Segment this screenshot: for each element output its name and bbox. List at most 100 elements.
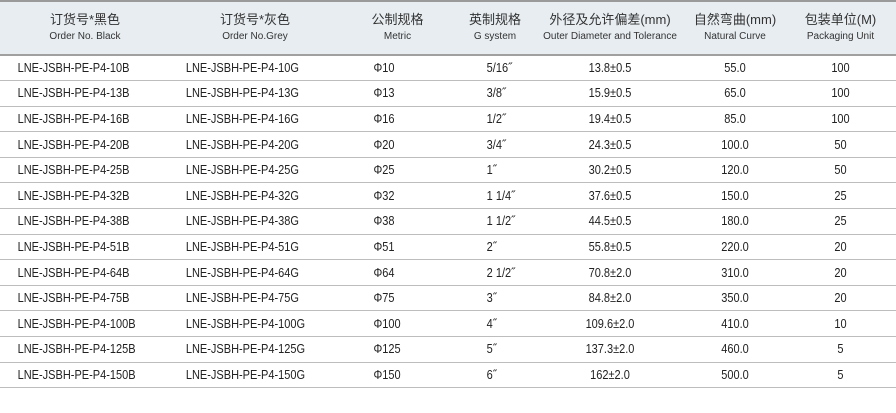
cell-order-no-black: LNE-JSBH-PE-P4-51B bbox=[17, 239, 130, 254]
cell-order-no-grey: LNE-JSBH-PE-P4-64G bbox=[185, 265, 299, 280]
header-natural-curve: 自然弯曲(mm) Natural Curve bbox=[685, 1, 785, 55]
cell-outer-diameter: 44.5±0.5 bbox=[588, 214, 632, 229]
cell-order-no-black: LNE-JSBH-PE-P4-32B bbox=[17, 188, 130, 203]
cell-metric: Φ125 bbox=[373, 342, 401, 357]
cell-natural-curve: 460.0 bbox=[721, 342, 749, 357]
cell-outer-diameter: 70.8±2.0 bbox=[588, 265, 632, 280]
cell-order-no-black: LNE-JSBH-PE-P4-125B bbox=[17, 342, 136, 357]
cell-natural-curve: 100.0 bbox=[721, 137, 749, 152]
cell-outer-diameter: 84.8±2.0 bbox=[588, 291, 632, 306]
table-row: LNE-JSBH-PE-P4-64B LNE-JSBH-PE-P4-64G Φ64 2… bbox=[0, 260, 896, 286]
cell-natural-curve: 500.0 bbox=[721, 367, 749, 382]
header-zh: 自然弯曲(mm) bbox=[693, 12, 777, 27]
table-row: LNE-JSBH-PE-P4-20B LNE-JSBH-PE-P4-20G Φ20 3… bbox=[0, 132, 896, 158]
cell-natural-curve: 410.0 bbox=[721, 316, 749, 331]
header-outer-diameter: 外径及允许偏差(mm) Outer Diameter and Tolerance bbox=[535, 1, 685, 55]
cell-packaging-unit: 20 bbox=[834, 265, 847, 280]
cell-g-system: 2 1/2˝ bbox=[486, 265, 515, 280]
cell-outer-diameter: 109.6±2.0 bbox=[585, 316, 635, 331]
table-row: LNE-JSBH-PE-P4-10B LNE-JSBH-PE-P4-10G Φ10 5… bbox=[0, 55, 896, 81]
cell-packaging-unit: 5 bbox=[837, 367, 844, 382]
cell-order-no-black: LNE-JSBH-PE-P4-75B bbox=[17, 291, 130, 306]
cell-metric: Φ100 bbox=[373, 316, 401, 331]
cell-order-no-grey: LNE-JSBH-PE-P4-51G bbox=[185, 239, 299, 254]
cell-order-no-black: LNE-JSBH-PE-P4-38B bbox=[17, 214, 130, 229]
cell-packaging-unit: 20 bbox=[834, 239, 847, 254]
header-g-system: 英制规格 G system bbox=[455, 1, 535, 55]
cell-metric: Φ13 bbox=[373, 86, 395, 101]
header-en: G system bbox=[473, 31, 517, 42]
table-row: LNE-JSBH-PE-P4-16B LNE-JSBH-PE-P4-16G Φ16 1… bbox=[0, 106, 896, 132]
cell-order-no-grey: LNE-JSBH-PE-P4-125G bbox=[185, 342, 306, 357]
cell-order-no-black: LNE-JSBH-PE-P4-10B bbox=[17, 61, 130, 76]
cell-natural-curve: 220.0 bbox=[721, 239, 749, 254]
cell-g-system: 1 1/2˝ bbox=[486, 214, 515, 229]
header-order-no-grey: 订货号*灰色 Order No.Grey bbox=[170, 1, 340, 55]
cell-outer-diameter: 13.8±0.5 bbox=[588, 61, 632, 76]
table-row: LNE-JSBH-PE-P4-25B LNE-JSBH-PE-P4-25G Φ25 1… bbox=[0, 157, 896, 183]
cell-metric: Φ38 bbox=[373, 214, 395, 229]
cell-outer-diameter: 55.8±0.5 bbox=[588, 239, 632, 254]
cell-g-system: 2˝ bbox=[486, 239, 497, 254]
cell-outer-diameter: 15.9±0.5 bbox=[588, 86, 632, 101]
header-en: Order No. Black bbox=[49, 31, 121, 42]
table-row: LNE-JSBH-PE-P4-75B LNE-JSBH-PE-P4-75G Φ75 3… bbox=[0, 285, 896, 311]
header-metric: 公制规格 Metric bbox=[340, 1, 455, 55]
table-row: LNE-JSBH-PE-P4-38B LNE-JSBH-PE-P4-38G Φ38 1… bbox=[0, 209, 896, 235]
cell-order-no-grey: LNE-JSBH-PE-P4-13G bbox=[185, 86, 299, 101]
header-en: Packaging Unit bbox=[806, 31, 875, 42]
cell-packaging-unit: 25 bbox=[834, 214, 847, 229]
cell-natural-curve: 310.0 bbox=[721, 265, 749, 280]
cell-natural-curve: 55.0 bbox=[724, 61, 746, 76]
cell-packaging-unit: 50 bbox=[834, 137, 847, 152]
cell-order-no-black: LNE-JSBH-PE-P4-13B bbox=[17, 86, 130, 101]
cell-outer-diameter: 137.3±2.0 bbox=[585, 342, 635, 357]
header-en: Natural Curve bbox=[704, 31, 766, 42]
header-zh: 外径及允许偏差(mm) bbox=[549, 12, 671, 27]
header-order-no-black: 订货号*黑色 Order No. Black bbox=[0, 1, 170, 55]
header-zh: 订货号*灰色 bbox=[219, 12, 291, 27]
table-row: LNE-JSBH-PE-P4-150B LNE-JSBH-PE-P4-150G Φ1… bbox=[0, 362, 896, 388]
cell-natural-curve: 65.0 bbox=[724, 86, 746, 101]
cell-packaging-unit: 20 bbox=[834, 291, 847, 306]
cell-g-system: 5/16˝ bbox=[486, 61, 512, 76]
cell-metric: Φ75 bbox=[373, 291, 395, 306]
cell-natural-curve: 350.0 bbox=[721, 291, 749, 306]
cell-metric: Φ25 bbox=[373, 163, 395, 178]
cell-outer-diameter: 30.2±0.5 bbox=[588, 163, 632, 178]
table-row: LNE-JSBH-PE-P4-125B LNE-JSBH-PE-P4-125G Φ1… bbox=[0, 337, 896, 363]
cell-order-no-grey: LNE-JSBH-PE-P4-25G bbox=[185, 163, 299, 178]
cell-metric: Φ32 bbox=[373, 188, 395, 203]
cell-order-no-grey: LNE-JSBH-PE-P4-20G bbox=[185, 137, 299, 152]
cell-natural-curve: 120.0 bbox=[721, 163, 749, 178]
cell-packaging-unit: 5 bbox=[837, 342, 844, 357]
cell-natural-curve: 150.0 bbox=[721, 188, 749, 203]
header-zh: 订货号*黑色 bbox=[49, 12, 121, 27]
cell-outer-diameter: 37.6±0.5 bbox=[588, 188, 632, 203]
cell-packaging-unit: 100 bbox=[831, 86, 850, 101]
header-en: Outer Diameter and Tolerance bbox=[543, 31, 677, 42]
cell-g-system: 3/4˝ bbox=[486, 137, 506, 152]
cell-packaging-unit: 25 bbox=[834, 188, 847, 203]
cell-metric: Φ10 bbox=[373, 61, 395, 76]
header-packaging-unit: 包装单位(M) Packaging Unit bbox=[785, 1, 896, 55]
cell-g-system: 5˝ bbox=[486, 342, 497, 357]
cell-packaging-unit: 100 bbox=[831, 111, 850, 126]
cell-order-no-black: LNE-JSBH-PE-P4-150B bbox=[17, 367, 136, 382]
cell-packaging-unit: 100 bbox=[831, 61, 850, 76]
table-body: LNE-JSBH-PE-P4-10B LNE-JSBH-PE-P4-10G Φ10 5… bbox=[0, 55, 896, 388]
cell-order-no-black: LNE-JSBH-PE-P4-16B bbox=[17, 111, 130, 126]
cell-outer-diameter: 19.4±0.5 bbox=[588, 111, 632, 126]
cell-order-no-black: LNE-JSBH-PE-P4-25B bbox=[17, 163, 130, 178]
cell-metric: Φ51 bbox=[373, 239, 395, 254]
cell-packaging-unit: 10 bbox=[834, 316, 847, 331]
cell-order-no-grey: LNE-JSBH-PE-P4-100G bbox=[185, 316, 306, 331]
table-row: LNE-JSBH-PE-P4-32B LNE-JSBH-PE-P4-32G Φ32 1… bbox=[0, 183, 896, 209]
cell-order-no-grey: LNE-JSBH-PE-P4-32G bbox=[185, 188, 299, 203]
cell-order-no-grey: LNE-JSBH-PE-P4-10G bbox=[185, 61, 299, 76]
header-zh: 包装单位(M) bbox=[804, 12, 877, 27]
table-row: LNE-JSBH-PE-P4-51B LNE-JSBH-PE-P4-51G Φ51 2… bbox=[0, 234, 896, 260]
cell-order-no-grey: LNE-JSBH-PE-P4-16G bbox=[185, 111, 299, 126]
cell-g-system: 3/8˝ bbox=[486, 86, 506, 101]
cell-order-no-grey: LNE-JSBH-PE-P4-150G bbox=[185, 367, 306, 382]
